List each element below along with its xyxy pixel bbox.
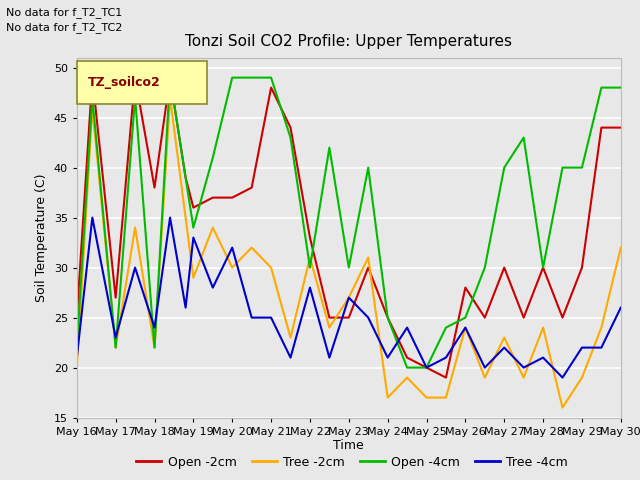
Text: TZ_soilco2: TZ_soilco2 <box>88 76 161 89</box>
Text: No data for f_T2_TC1: No data for f_T2_TC1 <box>6 7 123 18</box>
Y-axis label: Soil Temperature (C): Soil Temperature (C) <box>35 173 48 302</box>
FancyBboxPatch shape <box>77 61 207 104</box>
Legend: Open -2cm, Tree -2cm, Open -4cm, Tree -4cm: Open -2cm, Tree -2cm, Open -4cm, Tree -4… <box>131 451 573 474</box>
Text: No data for f_T2_TC2: No data for f_T2_TC2 <box>6 22 123 33</box>
Title: Tonzi Soil CO2 Profile: Upper Temperatures: Tonzi Soil CO2 Profile: Upper Temperatur… <box>186 35 512 49</box>
X-axis label: Time: Time <box>333 439 364 453</box>
